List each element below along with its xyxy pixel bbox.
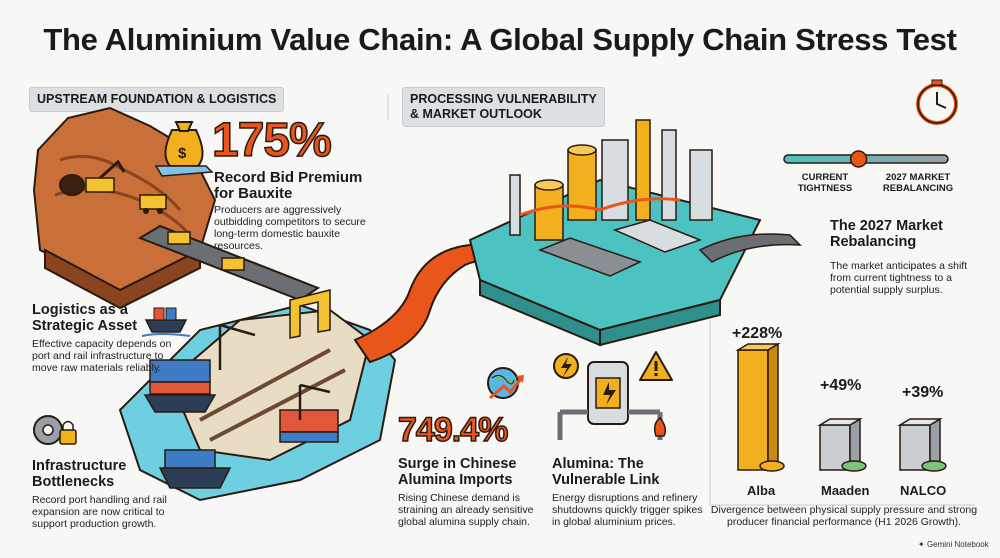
footer-text: Gemini Notebook xyxy=(926,540,989,549)
bauxite-text-line4: resources. xyxy=(214,240,264,252)
alumina-text-line2: shutdowns quickly trigger spikes xyxy=(552,504,703,516)
growth-value-nalco: +39% xyxy=(902,384,944,401)
warning-icon xyxy=(639,351,673,381)
outlook-text-line1: The market anticipates a shift xyxy=(830,260,968,272)
imports-text-line3: global alumina supply chain. xyxy=(398,516,530,528)
bauxite-text: Producers are aggressively outbidding co… xyxy=(214,204,366,252)
outlook-heading-line2: Rebalancing xyxy=(830,234,917,250)
imports-surge-value: 749.4% xyxy=(397,410,509,450)
logistics-heading-line2: Strategic Asset xyxy=(32,318,138,334)
infrastructure-heading-line1: Infrastructure xyxy=(32,458,127,474)
imports-heading: Surge in Chinese Alumina Imports xyxy=(398,456,516,488)
tightness-slider-knob xyxy=(849,150,868,168)
growth-caption-line1: Divergence between physical supply press… xyxy=(710,504,978,516)
cash-stack-icon xyxy=(921,460,947,472)
sparkle-icon: ✦ xyxy=(918,540,927,549)
growth-bar-top-maaden xyxy=(817,418,863,426)
infrastructure-heading: Infrastructure Bottlenecks xyxy=(32,458,126,490)
current-tightness-label-line2: TIGHTNESS xyxy=(797,183,853,194)
company-name-nalco: NALCO xyxy=(900,483,947,498)
gear-lock-icon xyxy=(33,415,77,445)
refinery-platform-illustration xyxy=(468,119,802,347)
footer-branding: ✦ Gemini Notebook xyxy=(918,540,989,549)
growth-caption: Divergence between physical supply press… xyxy=(708,504,980,528)
infrastructure-text: Record port handling and rail expansion … xyxy=(32,494,167,530)
growth-bar-top-alba xyxy=(735,343,781,351)
alumina-heading-line2: Vulnerable Link xyxy=(552,472,660,488)
page-title: The Aluminium Value Chain: A Global Supp… xyxy=(43,22,957,57)
alumina-text-line1: Energy disruptions and refinery xyxy=(552,492,698,504)
port-island-illustration xyxy=(118,289,397,502)
svg-text:$: $ xyxy=(178,145,187,162)
market-rebalancing-label-line2: REBALANCING xyxy=(882,183,954,194)
current-tightness-label-line1: CURRENT xyxy=(801,172,849,183)
lightning-icon xyxy=(553,353,579,379)
imports-text: Rising Chinese demand is straining an al… xyxy=(398,492,533,528)
logistics-heading: Logistics as a Strategic Asset xyxy=(32,302,137,334)
logistics-text-line1: Effective capacity depends on xyxy=(32,338,172,350)
infrastructure-text-line2: expansion are now critical to xyxy=(32,506,165,518)
alumina-heading: Alumina: The Vulnerable Link xyxy=(552,456,659,488)
alumina-heading-line1: Alumina: The xyxy=(552,456,644,472)
cargo-ship-icon xyxy=(141,307,191,337)
imports-text-line1: Rising Chinese demand is xyxy=(398,492,520,504)
coin-stack-icon xyxy=(759,460,785,472)
logistics-heading-line1: Logistics as a xyxy=(32,302,128,318)
growth-bar-top-nalco xyxy=(897,418,943,426)
section-label-processing-line1: PROCESSING VULNERABILITY xyxy=(410,92,597,106)
outlook-text: The market anticipates a shift from curr… xyxy=(830,260,967,296)
outlook-text-line3: potential supply surplus. xyxy=(830,284,943,296)
cash-stack-icon xyxy=(841,460,867,472)
growth-value-alba: +228% xyxy=(732,325,783,342)
section-label-processing-line2: & MARKET OUTLOOK xyxy=(410,107,542,121)
market-rebalancing-label-line1: 2027 MARKET xyxy=(885,172,951,183)
alumina-tank-icon xyxy=(557,361,667,440)
current-tightness-label: CURRENT TIGHTNESS xyxy=(785,172,865,194)
logistics-text-line3: move raw materials reliably. xyxy=(32,362,162,374)
outlook-heading-line1: The 2027 Market xyxy=(830,218,943,234)
infrastructure-heading-line2: Bottlenecks xyxy=(32,474,115,490)
logistics-text-line2: port and rail infrastructure to xyxy=(32,350,164,362)
imports-text-line2: straining an already sensitive xyxy=(398,504,534,516)
company-name-maaden: Maaden xyxy=(821,483,870,498)
market-rebalancing-label: 2027 MARKET REBALANCING xyxy=(876,172,960,194)
imports-heading-line2: Alumina Imports xyxy=(398,472,513,488)
growth-bars xyxy=(735,342,947,472)
infrastructure-text-line1: Record port handling and rail xyxy=(32,494,167,506)
bauxite-heading-line1: Record Bid Premium xyxy=(214,169,363,186)
section-label-upstream: UPSTREAM FOUNDATION & LOGISTICS xyxy=(29,87,285,112)
outlook-heading: The 2027 Market Rebalancing xyxy=(830,218,943,250)
globe-trend-icon xyxy=(487,367,524,400)
growth-caption-line2: producer financial performance (H1 2026 … xyxy=(726,516,962,528)
company-name-alba: Alba xyxy=(747,483,776,498)
growth-bar-side-alba xyxy=(767,342,779,472)
clock-icon xyxy=(916,79,958,125)
imports-heading-line1: Surge in Chinese xyxy=(398,456,517,472)
bauxite-heading: Record Bid Premium for Bauxite xyxy=(214,170,362,202)
alumina-text-line3: in global aluminium prices. xyxy=(552,516,676,528)
bauxite-text-line2: outbidding competitors to secure xyxy=(214,216,366,228)
outlook-text-line2: from current tightness to a xyxy=(830,272,952,284)
bauxite-text-line3: long-term domestic bauxite xyxy=(214,228,341,240)
infrastructure-text-line3: support production growth. xyxy=(32,518,157,530)
money-bag-hand-icon: $ xyxy=(154,121,214,177)
growth-bar-alba xyxy=(737,349,769,471)
bauxite-premium-value: 175% xyxy=(211,113,332,168)
mine-conveyor xyxy=(137,224,321,302)
growth-value-maaden: +49% xyxy=(820,377,862,394)
section-label-processing: PROCESSING VULNERABILITY & MARKET OUTLOO… xyxy=(402,87,605,127)
bauxite-text-line1: Producers are aggressively xyxy=(214,204,342,216)
alumina-text: Energy disruptions and refinery shutdown… xyxy=(552,492,703,528)
logistics-text: Effective capacity depends on port and r… xyxy=(32,338,171,374)
bauxite-heading-line2: for Bauxite xyxy=(214,185,293,202)
growth-frame xyxy=(709,320,975,506)
